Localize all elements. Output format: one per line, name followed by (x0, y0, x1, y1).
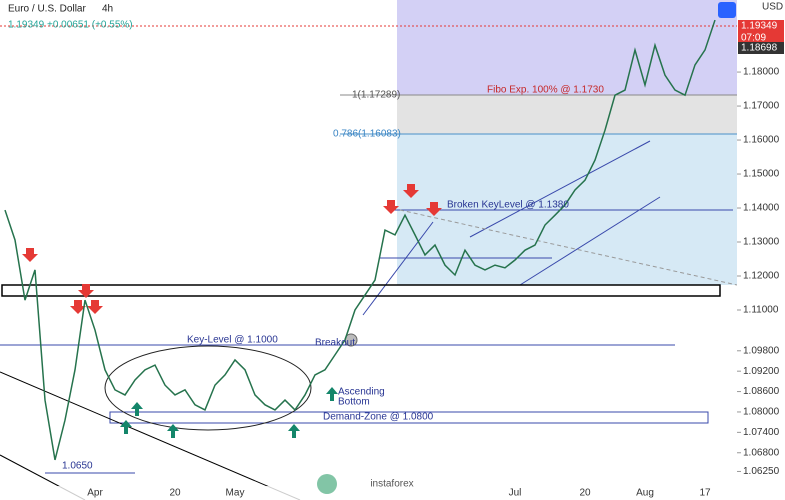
x-tick-label: 20 (579, 488, 591, 499)
last-price-tag-box (738, 20, 784, 32)
watermark: instaforex (370, 479, 413, 490)
y-tick-label: 1.06250 (743, 466, 780, 477)
watermark-logo (317, 474, 337, 494)
y-tick-label: 1.16000 (743, 135, 780, 146)
chart-title: Euro / U.S. Dollar (8, 4, 86, 15)
y-tick-label: 1.09800 (743, 345, 780, 356)
y-tick-label: 1.06800 (743, 447, 780, 458)
timeframe: 4h (102, 4, 113, 15)
annotation: 0.786(1.16083) (333, 129, 401, 140)
annotation: Fibo Exp. 100% @ 1.1730 (487, 85, 604, 96)
price-line-series (4, 19, 716, 461)
annotation: Demand-Zone @ 1.0800 (323, 412, 434, 423)
zone-box (1, 284, 721, 297)
channel-line (469, 140, 651, 238)
y-tick-label: 1.11000 (743, 305, 779, 316)
price-axis (737, 0, 785, 500)
countdown-tag: 07:09 (741, 33, 766, 44)
annotation: 1.0650 (62, 461, 93, 472)
buy-arrows (120, 387, 338, 438)
y-tick-label: 1.15000 (743, 169, 780, 180)
annotation: Ascending (338, 387, 385, 398)
annotation: 1(1.17289) (352, 90, 400, 101)
annotation: Bottom (338, 397, 370, 408)
annotation: Breakout (315, 338, 355, 349)
y-tick-label: 1.14000 (743, 203, 780, 214)
price-change: +0.00651 (+0.55%) (47, 20, 133, 31)
x-tick-label: 17 (699, 488, 711, 499)
annotation: Broken KeyLevel @ 1.1380 (447, 200, 569, 211)
consolidation-ellipse (104, 345, 312, 431)
channel-line (519, 196, 661, 286)
price-tag: 1.18698 (741, 43, 778, 54)
y-tick-label: 1.18000 (743, 67, 780, 78)
y-tick-label: 1.08000 (743, 407, 780, 418)
y-tick-label: 1.17000 (743, 101, 780, 112)
y-tick-label: 1.08600 (743, 386, 780, 397)
trend-line (362, 221, 434, 316)
price-tag-box (738, 42, 784, 54)
countdown-tag-box (738, 32, 784, 44)
y-tick-label: 1.12000 (743, 271, 780, 282)
y-tick-label: 1.09200 (743, 366, 780, 377)
fib-zone-mid (397, 95, 737, 134)
trend-line (399, 209, 738, 286)
x-tick-label: 20 (169, 488, 181, 499)
sell-arrows (22, 184, 442, 314)
trend-line (0, 371, 301, 500)
y-tick-label: 1.07400 (743, 427, 780, 438)
fib-zone-top (397, 0, 737, 95)
currency: USD (762, 2, 783, 13)
last-price-tag: 1.19349 (741, 21, 778, 32)
time-axis (0, 486, 737, 500)
x-tick-label: Jul (509, 488, 522, 499)
x-tick-label: Aug (636, 488, 654, 499)
demand-box (109, 411, 709, 424)
x-tick-label: May (226, 488, 245, 499)
x-tick-label: Apr (87, 488, 103, 499)
y-tick-label: 1.13000 (743, 237, 780, 248)
last-price: 1.19349 (8, 20, 45, 31)
settings-button[interactable] (718, 2, 736, 18)
annotation: Key-Level @ 1.1000 (187, 335, 278, 346)
